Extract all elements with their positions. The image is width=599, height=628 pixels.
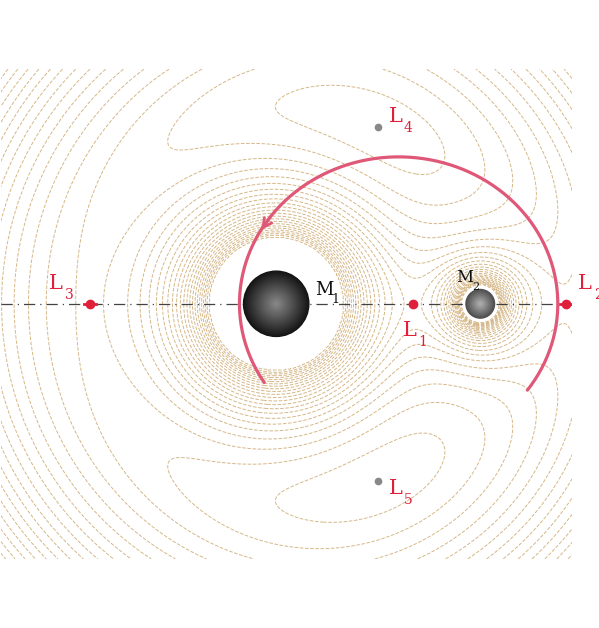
Circle shape [476,299,485,308]
Text: M: M [456,269,473,286]
Text: 1: 1 [331,293,339,306]
Circle shape [257,284,295,323]
Circle shape [264,291,289,317]
Circle shape [262,290,290,318]
Circle shape [273,301,279,306]
Circle shape [270,298,282,310]
Circle shape [265,292,288,315]
Text: M: M [315,281,333,298]
Circle shape [468,291,492,316]
Circle shape [265,293,287,315]
Circle shape [470,294,490,314]
Text: 5: 5 [404,493,413,507]
Text: L: L [403,321,416,340]
Circle shape [256,283,297,324]
Text: 2: 2 [472,283,479,293]
Circle shape [271,299,282,309]
Text: L: L [578,274,592,293]
Text: 3: 3 [65,288,73,301]
Circle shape [479,303,482,305]
Circle shape [466,290,495,318]
Text: 2: 2 [594,288,599,301]
Circle shape [473,296,488,311]
Circle shape [274,302,278,306]
Circle shape [477,300,483,307]
Circle shape [248,276,304,332]
Circle shape [471,295,489,313]
Circle shape [476,300,485,308]
Circle shape [246,273,307,334]
Circle shape [252,280,300,328]
Text: L: L [49,274,63,293]
Circle shape [244,271,309,337]
Circle shape [258,286,295,322]
Circle shape [249,277,303,331]
Text: 1: 1 [418,335,427,349]
Circle shape [251,279,301,328]
Circle shape [250,278,302,330]
Circle shape [477,301,483,306]
Circle shape [260,288,292,320]
Circle shape [272,300,280,308]
Circle shape [255,282,298,325]
Text: 4: 4 [404,121,413,135]
Circle shape [269,296,283,311]
Circle shape [474,298,486,310]
Circle shape [268,295,285,312]
Circle shape [467,290,494,317]
Circle shape [267,295,286,313]
Circle shape [470,293,491,315]
Circle shape [259,286,294,321]
Circle shape [244,273,308,335]
Circle shape [247,274,305,333]
Circle shape [467,291,493,317]
Circle shape [479,302,482,306]
Circle shape [469,293,492,315]
Circle shape [276,303,277,305]
Text: L: L [388,479,403,498]
Circle shape [473,297,487,311]
Circle shape [261,289,291,319]
Text: L: L [388,107,403,126]
Circle shape [472,295,489,312]
Circle shape [475,298,486,310]
Circle shape [253,281,299,327]
